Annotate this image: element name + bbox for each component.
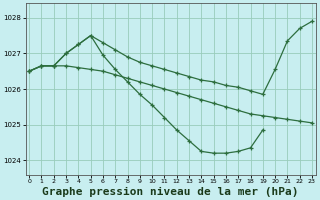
- X-axis label: Graphe pression niveau de la mer (hPa): Graphe pression niveau de la mer (hPa): [42, 186, 299, 197]
